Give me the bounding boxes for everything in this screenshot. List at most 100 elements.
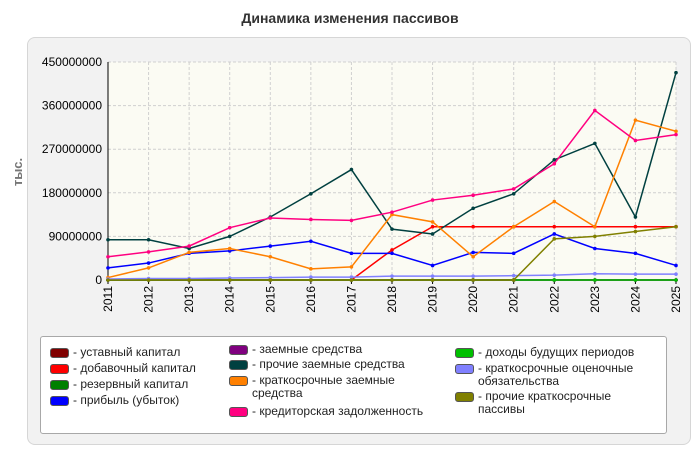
legend-swatch	[229, 360, 248, 370]
data-point	[430, 274, 435, 278]
data-point	[633, 224, 638, 229]
y-tick-label: 90000000	[49, 229, 103, 243]
y-tick-label: 450000000	[42, 55, 102, 69]
data-point	[633, 118, 638, 122]
data-point	[471, 254, 475, 259]
chart-title: Динамика изменения пассивов	[241, 10, 459, 26]
x-tick-label: 2024	[628, 286, 642, 313]
data-point	[593, 234, 597, 239]
legend-label: - заемные средства	[252, 342, 363, 356]
data-point	[471, 250, 475, 255]
data-point	[430, 232, 435, 236]
data-point	[471, 224, 475, 229]
data-point	[593, 141, 597, 146]
x-tick-label: 2011	[101, 286, 115, 312]
data-point	[674, 224, 678, 229]
series-layer	[106, 70, 678, 282]
data-point	[552, 199, 557, 204]
legend-swatch	[229, 376, 248, 386]
data-point	[227, 246, 232, 251]
data-point	[349, 275, 354, 279]
legend-label: - прочие заемные средства	[252, 357, 405, 371]
data-point	[268, 254, 273, 259]
data-point	[146, 266, 151, 270]
x-tick-label: 2019	[426, 286, 440, 313]
x-tick-label: 2022	[547, 286, 561, 313]
data-point	[511, 187, 516, 191]
data-point	[309, 275, 313, 279]
data-point	[511, 191, 516, 196]
legend-swatch	[455, 364, 474, 374]
data-point	[106, 254, 110, 259]
data-point	[633, 215, 638, 219]
data-point	[593, 246, 597, 251]
legend-swatch	[50, 348, 69, 358]
data-point	[227, 225, 232, 230]
x-tick-label: 2013	[182, 286, 196, 313]
legend-swatch	[50, 396, 69, 406]
legend-label: - резервный капитал	[73, 377, 189, 391]
data-point	[106, 278, 110, 282]
x-tick-label: 2016	[304, 286, 318, 313]
y-tick-label: 0	[95, 273, 102, 287]
data-point	[511, 251, 516, 256]
data-point	[593, 271, 597, 276]
data-point	[674, 132, 678, 137]
x-tick-label: 2021	[507, 286, 521, 313]
data-point	[674, 70, 678, 75]
legend-item: - заемные средства	[229, 343, 444, 356]
data-point	[390, 278, 394, 282]
data-point	[593, 224, 597, 229]
data-point	[390, 251, 394, 256]
legend-item: - доходы будущих периодов	[455, 346, 655, 359]
legend-swatch	[50, 364, 69, 374]
y-tick-label: 180000000	[42, 186, 102, 200]
data-point	[187, 244, 191, 248]
legend-label: - кредиторская задолженность	[252, 404, 424, 418]
legend-item: - прочие краткосрочные пассивы	[455, 390, 640, 416]
data-point	[552, 232, 557, 236]
data-point	[349, 251, 354, 256]
data-point	[552, 273, 557, 277]
data-point	[593, 278, 597, 282]
data-point	[552, 237, 557, 241]
data-point	[593, 108, 597, 113]
legend-swatch	[229, 345, 248, 355]
data-point	[552, 158, 557, 162]
y-tick-label: 270000000	[42, 142, 102, 156]
legend-label: - уставный капитал	[73, 345, 181, 359]
data-point	[146, 237, 151, 242]
legend-item: - краткосрочные оценочные обязательства	[455, 362, 640, 388]
legend-item: - резервный капитал	[50, 378, 220, 391]
data-point	[146, 278, 151, 282]
data-point	[349, 265, 354, 269]
legend-swatch	[50, 380, 69, 390]
data-point	[187, 278, 191, 282]
legend-item: - уставный капитал	[50, 346, 220, 359]
data-point	[430, 220, 435, 224]
data-point	[633, 138, 638, 143]
data-point	[552, 161, 557, 166]
data-point	[511, 278, 516, 282]
legend-label: - добавочный капитал	[73, 361, 196, 375]
data-point	[309, 217, 313, 222]
data-point	[349, 167, 354, 172]
legend-swatch	[455, 348, 474, 358]
data-point	[552, 224, 557, 229]
axis-layer: 0 90000000 180000000 270000000 360000000 4500…	[42, 55, 683, 313]
x-tick-label: 2023	[588, 286, 602, 313]
data-point	[471, 193, 475, 198]
data-point	[511, 273, 516, 278]
data-point	[390, 227, 394, 231]
legend-label: - прибыль (убыток)	[73, 393, 180, 407]
legend-item: - добавочный капитал	[50, 362, 220, 375]
x-tick-label: 2015	[263, 286, 277, 313]
data-point	[309, 278, 313, 282]
data-point	[187, 250, 191, 255]
legend: - уставный капитал - добавочный капитал - …	[40, 336, 667, 434]
data-point	[674, 129, 678, 134]
data-point	[349, 278, 354, 282]
data-point	[146, 261, 151, 265]
legend-item: - краткосрочные заемные средства	[229, 374, 429, 400]
